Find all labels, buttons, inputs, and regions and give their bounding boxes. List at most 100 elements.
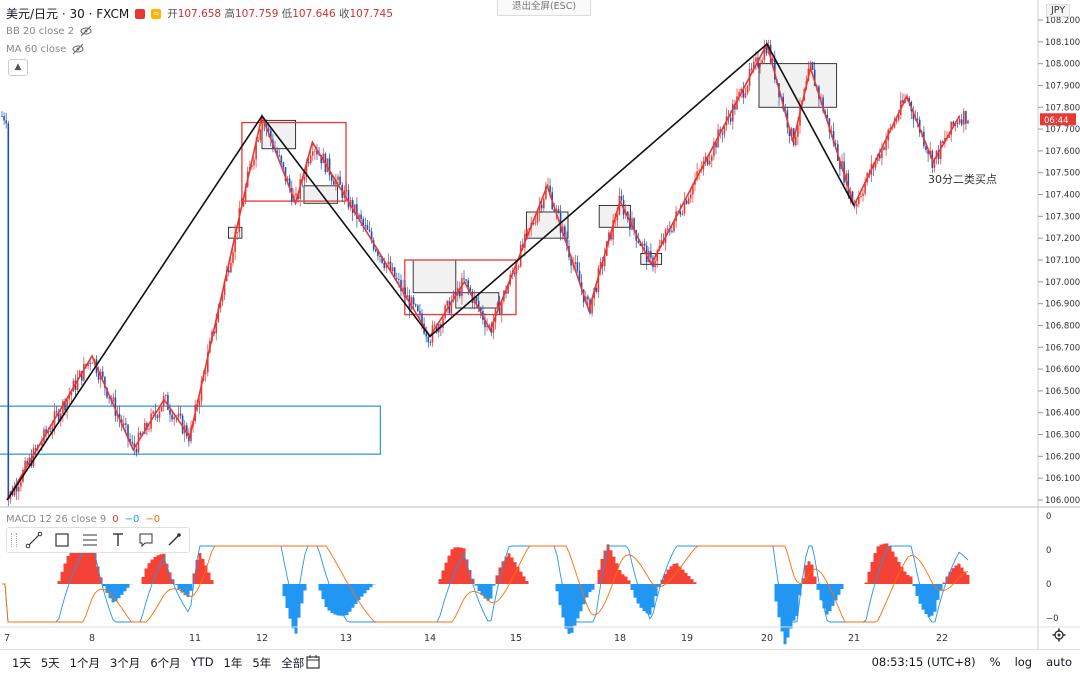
brush-tool[interactable]: [163, 530, 185, 550]
text-tool[interactable]: [107, 530, 129, 550]
macd-histogram-bar: [370, 584, 373, 587]
macd-histogram-bar: [598, 570, 601, 584]
candle-body: [688, 198, 690, 203]
range-button-5[interactable]: YTD: [191, 655, 214, 671]
trend-line-tool[interactable]: [23, 530, 45, 550]
pivot-box-gray: [413, 260, 456, 293]
macd-histogram-bar: [610, 550, 613, 584]
candle-body: [957, 123, 959, 124]
time-tick-label: 11: [189, 633, 201, 644]
price-tick-label: 106.400: [1045, 409, 1080, 419]
candle-body: [262, 124, 264, 130]
candle-body: [398, 279, 400, 280]
candle-body: [709, 161, 711, 165]
macd-histogram-bar: [322, 584, 325, 599]
auto-button[interactable]: auto: [1046, 655, 1072, 669]
time-tick-label: 8: [89, 633, 95, 644]
eye-off-icon[interactable]: [72, 43, 84, 55]
macd-histogram-bar: [67, 556, 70, 584]
range-button-1[interactable]: 5天: [41, 655, 60, 671]
rectangle-icon: [53, 531, 71, 549]
currency-label: JPY: [1046, 4, 1070, 17]
macd-histogram-bar: [931, 584, 934, 616]
candle-body: [751, 69, 753, 70]
macd-histogram-bar: [319, 584, 322, 590]
macd-histogram-bar: [199, 553, 202, 584]
candle-body: [180, 413, 182, 415]
candle-body: [396, 278, 398, 279]
macd-histogram-bar: [526, 581, 529, 584]
macd-histogram-bar: [490, 584, 493, 599]
candle-body: [3, 116, 5, 120]
percent-button[interactable]: %: [990, 655, 1001, 669]
range-button-7[interactable]: 5年: [252, 655, 271, 671]
range-button-2[interactable]: 1个月: [70, 655, 100, 671]
symbol-title[interactable]: 美元/日元 · 30 · FXCM: [6, 5, 129, 22]
candle-body: [476, 297, 478, 301]
candle-body: [419, 311, 421, 314]
range-button-8[interactable]: 全部: [281, 655, 304, 671]
macd-histogram-bar: [523, 576, 526, 584]
macd-histogram-bar: [940, 584, 943, 590]
macd-histogram-bar: [448, 556, 451, 584]
candle-body: [425, 334, 427, 337]
candle-body: [795, 137, 797, 145]
candle-body: [230, 263, 232, 272]
callout-tool[interactable]: [135, 530, 157, 550]
range-button-0[interactable]: 1天: [12, 655, 31, 671]
price-tick-label: 106.600: [1045, 365, 1080, 375]
macd-histogram-bar: [337, 584, 340, 615]
rectangle-tool[interactable]: [51, 530, 73, 550]
candle-body: [558, 209, 560, 213]
macd-histogram-bar: [439, 579, 442, 584]
candle-body: [148, 429, 150, 430]
clock-readout[interactable]: 08:53:15 (UTC+8): [872, 655, 976, 669]
log-button[interactable]: log: [1015, 655, 1033, 669]
range-button-4[interactable]: 6个月: [150, 655, 180, 671]
macd-histogram-bar: [58, 581, 61, 584]
candle-body: [165, 395, 167, 396]
macd-histogram-bar: [622, 574, 625, 584]
exit-fullscreen-button[interactable]: 退出全屏(ESC): [497, 0, 591, 16]
candle-body: [367, 225, 369, 230]
macd-histogram-bar: [328, 584, 331, 611]
macd-histogram-bar: [868, 572, 871, 584]
indicator-bb[interactable]: BB 20 close 2: [6, 25, 92, 37]
macd-histogram-bar: [913, 584, 916, 586]
gear-icon[interactable]: [1052, 628, 1066, 642]
candle-body: [755, 58, 757, 62]
candle-body: [312, 152, 314, 156]
candle-body: [89, 363, 91, 364]
candle-body: [617, 215, 619, 221]
macd-histogram-bar: [865, 583, 868, 584]
price-tick-label: 107.300: [1045, 212, 1080, 222]
candle-body: [159, 411, 161, 417]
macd-histogram-bar: [916, 584, 919, 596]
candle-body: [167, 395, 169, 410]
collapse-legend-button[interactable]: ▲: [8, 59, 28, 76]
macd-histogram-bar: [652, 584, 655, 607]
fib-tool[interactable]: [79, 530, 101, 550]
range-button-3[interactable]: 3个月: [110, 655, 140, 671]
approx-icon[interactable]: ≈: [151, 9, 161, 19]
macd-histogram-bar: [325, 584, 328, 607]
macd-histogram-bar: [634, 584, 637, 598]
candle-body: [346, 190, 348, 191]
candle-body: [113, 397, 115, 400]
range-button-6[interactable]: 1年: [224, 655, 243, 671]
candle-body: [8, 123, 10, 499]
macd-histogram-bar: [211, 580, 214, 584]
drag-handle[interactable]: [11, 533, 17, 547]
flag-icon[interactable]: [135, 9, 145, 19]
macd-histogram-bar: [559, 584, 562, 605]
lines-icon: [81, 531, 99, 549]
macd-histogram-bar: [286, 584, 289, 608]
macd-histogram-bar: [826, 584, 829, 615]
macd-histogram-bar: [814, 577, 817, 584]
candle-body: [516, 268, 518, 274]
time-tick-label: 12: [256, 633, 268, 644]
macd-histogram-bar: [625, 576, 628, 584]
eye-off-icon[interactable]: [80, 25, 92, 37]
indicator-ma[interactable]: MA 60 close: [6, 43, 84, 55]
calendar-icon[interactable]: [305, 654, 321, 670]
